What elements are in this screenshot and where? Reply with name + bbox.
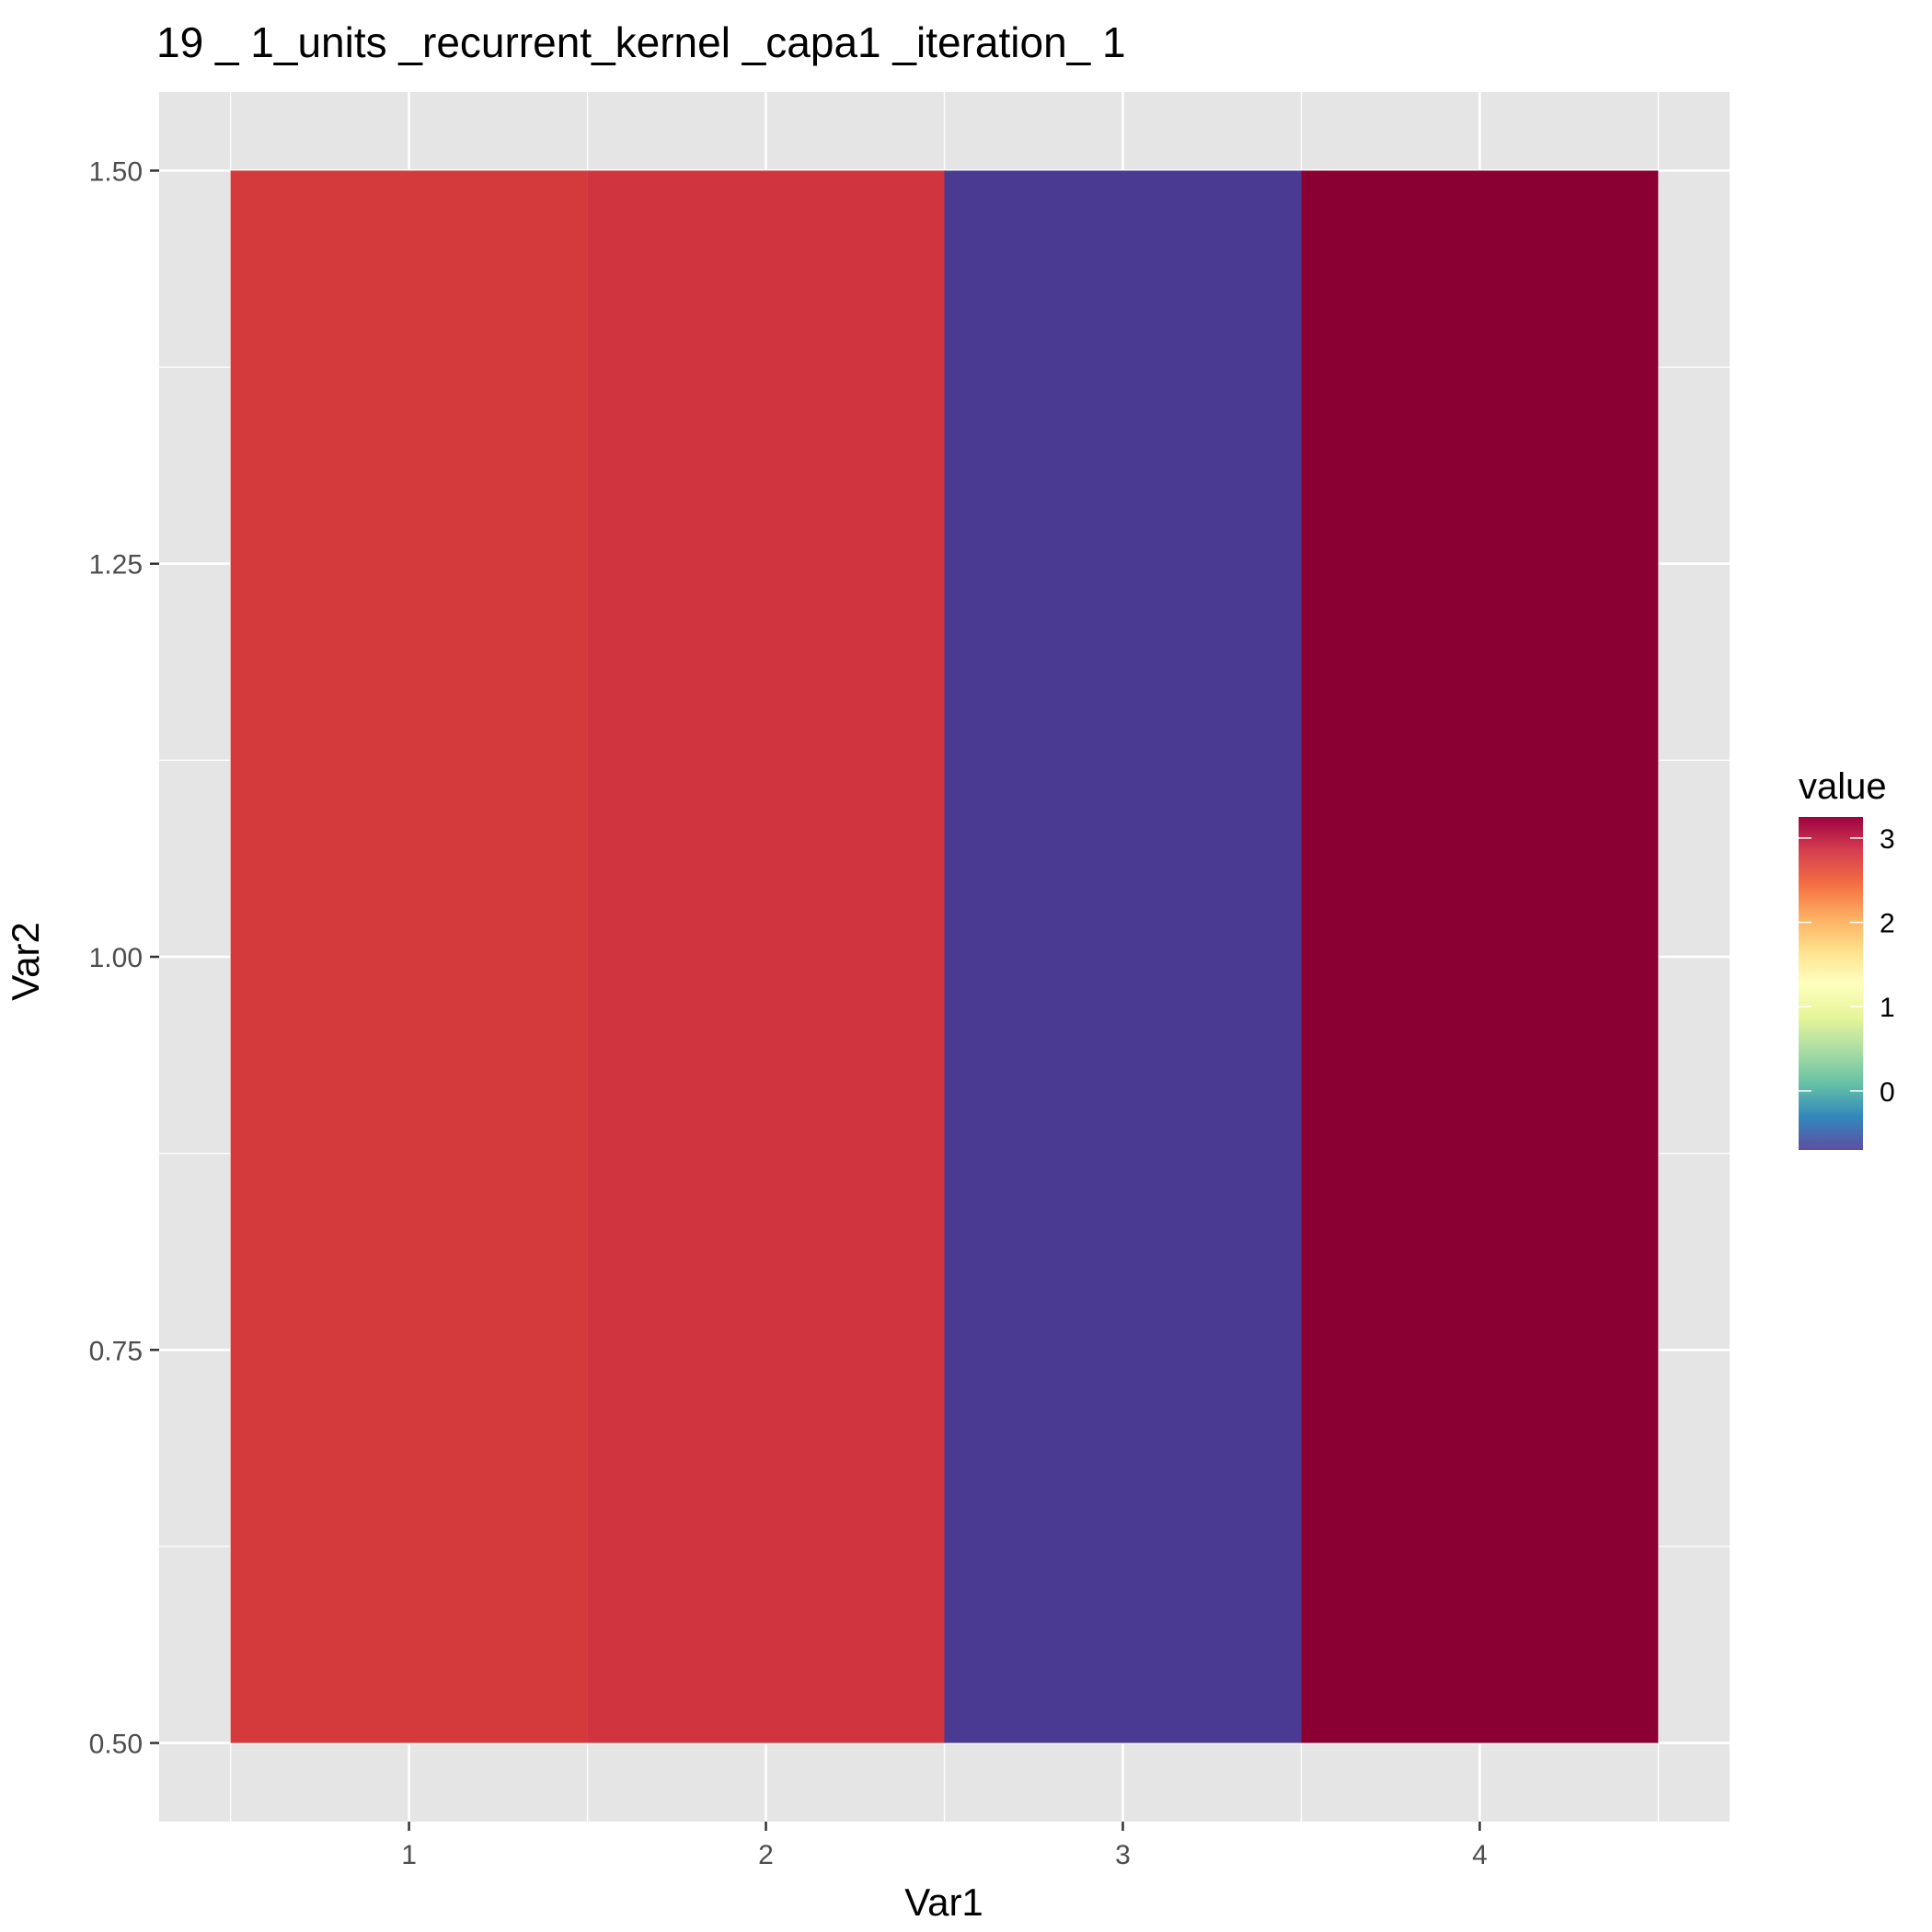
x-tick-label: 4	[1472, 1840, 1488, 1870]
y-tick-label: 0.50	[89, 1730, 143, 1760]
legend-title: value	[1799, 766, 1887, 807]
y-tick-label: 1.25	[89, 550, 143, 581]
chart-title: 19 _ 1_units _recurrent_kernel _capa1 _i…	[156, 18, 1126, 66]
x-axis-label: Var1	[904, 1880, 983, 1924]
heatmap-cells	[230, 170, 1659, 1743]
heatmap-cell	[944, 170, 1302, 1743]
legend-tick-label: 1	[1880, 993, 1895, 1023]
y-axis-label: Var2	[4, 922, 47, 1001]
color-legend: value 0 1 2 3	[1799, 766, 1895, 1150]
legend-tick-label: 2	[1880, 909, 1895, 939]
heatmap-cell	[230, 170, 588, 1743]
x-tick-label: 1	[401, 1840, 417, 1870]
legend-tick-label: 3	[1880, 824, 1895, 855]
x-tick-label: 2	[758, 1840, 774, 1870]
x-axis: 1 2 3 4	[401, 1822, 1488, 1870]
legend-tick-label: 0	[1880, 1077, 1895, 1108]
y-tick-label: 1.00	[89, 943, 143, 973]
heatmap-cell	[587, 170, 945, 1743]
x-tick-label: 3	[1115, 1840, 1131, 1870]
y-tick-label: 1.50	[89, 156, 143, 187]
legend-ticks: 0 1 2 3	[1799, 824, 1895, 1108]
heatmap-cell	[1301, 170, 1659, 1743]
legend-colorbar	[1799, 817, 1863, 1150]
y-axis: 0.50 0.75 1.00 1.25 1.50	[89, 156, 159, 1760]
y-tick-label: 0.75	[89, 1336, 143, 1366]
